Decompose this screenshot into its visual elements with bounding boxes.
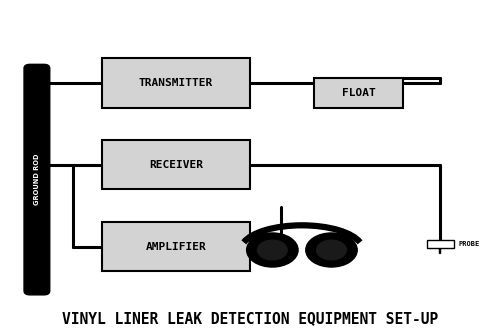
Text: FLOAT: FLOAT <box>342 88 376 98</box>
Text: GROUND ROD: GROUND ROD <box>34 154 40 205</box>
Circle shape <box>258 240 287 260</box>
Circle shape <box>316 240 346 260</box>
Text: AMPLIFIER: AMPLIFIER <box>146 242 206 252</box>
Text: TRANSMITTER: TRANSMITTER <box>138 78 213 88</box>
FancyBboxPatch shape <box>102 59 250 108</box>
FancyBboxPatch shape <box>314 78 404 108</box>
FancyBboxPatch shape <box>427 240 454 248</box>
Text: PROBE: PROBE <box>458 241 480 247</box>
FancyBboxPatch shape <box>102 140 250 189</box>
FancyBboxPatch shape <box>102 222 250 271</box>
Text: RECEIVER: RECEIVER <box>149 160 203 170</box>
Text: VINYL LINER LEAK DETECTION EQUIPMENT SET-UP: VINYL LINER LEAK DETECTION EQUIPMENT SET… <box>62 311 438 326</box>
Circle shape <box>306 233 357 267</box>
FancyBboxPatch shape <box>24 64 50 295</box>
Circle shape <box>246 233 298 267</box>
